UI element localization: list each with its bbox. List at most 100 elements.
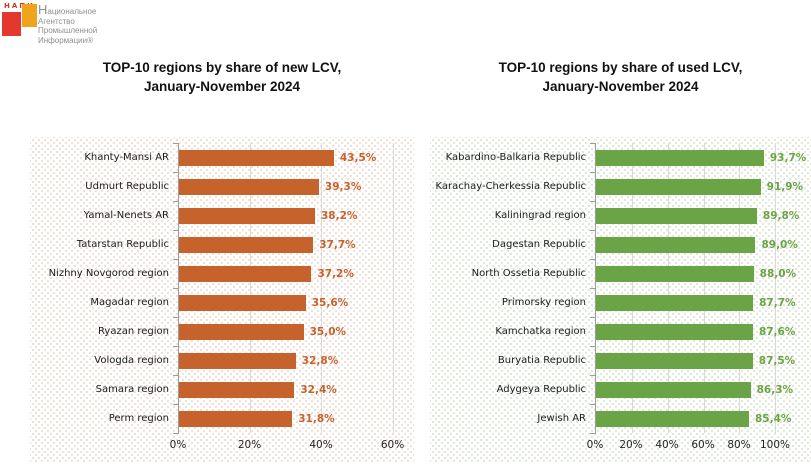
bar [179, 149, 334, 166]
bar-row: 37,2% [179, 259, 414, 288]
bar-value-label: 89,0% [761, 238, 798, 251]
bar [596, 236, 756, 253]
bar [179, 178, 319, 195]
plot-area: 43,5% 39,3% 38,2% 37,7% 37,2% 35,6% 35,0% 32,8%… [173, 143, 414, 434]
gridline [631, 143, 633, 433]
gridline [321, 143, 323, 433]
axis-tick-mark [173, 375, 179, 376]
bar-value-label: 38,2% [321, 209, 358, 222]
bar-row: 87,5% [596, 346, 811, 375]
bar-value-label: 37,2% [317, 267, 354, 280]
axis-tick-mark [590, 375, 596, 376]
category-label: Kamchatka region [495, 326, 586, 337]
bar-value-label: 89,8% [762, 209, 800, 222]
axis-tick-mark [173, 317, 179, 318]
bar-row: 32,8% [179, 346, 414, 375]
bar-row: 85,4% [596, 404, 811, 433]
axis-tick-mark [590, 143, 596, 144]
bar-value-label: 43,5% [339, 151, 377, 164]
bar-value-label: 87,6% [758, 325, 796, 338]
axis-tick-mark [173, 201, 179, 202]
category-label: Magadar region [90, 297, 169, 308]
logo-org-line: Национальное [38, 2, 97, 17]
bar [179, 323, 304, 340]
bar [179, 265, 312, 282]
chart-title-line2: January-November 2024 [143, 79, 301, 94]
bar [596, 207, 757, 224]
bar-value-label: 85,4% [755, 412, 792, 425]
bar-value-label: 35,6% [311, 296, 349, 309]
bar [179, 352, 296, 369]
bar-value-label: 88,0% [759, 267, 797, 280]
category-label: Khanty-Mansi AR [84, 152, 169, 163]
x-tick-label: 40% [655, 439, 679, 451]
bar-row: 88,0% [596, 259, 811, 288]
axis-tick-mark [173, 259, 179, 260]
plot-area: 93,7% 91,9% 89,8% 89,0% 88,0% 87,7% 87,6% 87,5%… [590, 143, 811, 434]
logo-org-line: Агентство [38, 16, 75, 26]
category-label: Primorsky region [501, 297, 586, 308]
bar [596, 294, 754, 311]
category-label: Perm region [108, 413, 169, 424]
axis-tick-mark [590, 172, 596, 173]
chart-used-lcv: TOP-10 regions by share of used LCV, Jan… [430, 58, 811, 464]
x-tick-label: 60% [691, 439, 715, 451]
gridline [775, 143, 777, 433]
axis-tick-mark [590, 288, 596, 289]
category-label: Dagestan Republic [492, 239, 586, 250]
category-labels: Khanty-Mansi AR Udmurt Republic Yamal-Nene… [30, 143, 178, 433]
x-axis: 0% 20% 40% 60% 80% 100% [430, 437, 811, 453]
chart-new-lcv: TOP-10 regions by share of new LCV, Janu… [30, 58, 414, 464]
x-tick-label: 100% [759, 439, 791, 451]
bar-row: 86,3% [596, 375, 811, 404]
category-label: Karachay-Cherkessia Republic [435, 181, 586, 192]
bar-value-label: 32,4% [300, 383, 337, 396]
bar-value-label: 91,9% [766, 180, 804, 193]
x-tick-label: 20% [237, 439, 262, 451]
x-axis: 0% 20% 40% 60% [30, 437, 414, 453]
axis-tick-mark [590, 346, 596, 347]
bar-row: 87,6% [596, 317, 811, 346]
bar-row: 93,7% [596, 143, 811, 172]
x-tick-label: 0% [169, 439, 187, 451]
logo-org-line: Информации® [38, 35, 94, 45]
bar-value-label: 37,7% [319, 238, 356, 251]
axis-tick-mark [173, 404, 179, 405]
bar-value-label: 32,8% [301, 354, 339, 367]
category-labels: Kabardino-Balkaria Republic Karachay-Cher… [430, 143, 595, 433]
napi-logo: НАПИ Национальное Агентство Промышленной… [0, 0, 200, 55]
bar [596, 149, 764, 166]
bar [596, 352, 753, 369]
axis-tick-mark [173, 230, 179, 231]
x-axis-labels: 0% 20% 40% 60% 80% 100% [587, 437, 811, 453]
x-tick-label: 40% [309, 439, 333, 451]
chart-title: TOP-10 regions by share of used LCV, Jan… [430, 58, 811, 96]
category-label: Samara region [95, 384, 169, 395]
bar-value-label: 31,8% [298, 412, 335, 425]
chart-body: Kabardino-Balkaria Republic Karachay-Cher… [430, 143, 811, 434]
gridline [667, 143, 669, 433]
category-label: North Ossetia Republic [471, 268, 586, 279]
bar [179, 410, 293, 427]
bar-row: 35,6% [179, 288, 414, 317]
x-axis-labels: 0% 20% 40% 60% [170, 437, 414, 453]
x-tick-label: 0% [586, 439, 604, 451]
logo-orange-square-icon [22, 4, 37, 27]
bar [596, 381, 751, 398]
category-label: Tatarstan Republic [76, 239, 169, 250]
bar [596, 265, 754, 282]
category-label: Ryazan region [98, 326, 169, 337]
bar-row: 38,2% [179, 201, 414, 230]
axis-tick-mark [590, 433, 596, 434]
bar [596, 410, 749, 427]
bar [179, 381, 295, 398]
bar-value-label: 35,0% [309, 325, 347, 338]
axis-tick-mark [590, 201, 596, 202]
logo-org-name: Национальное Агентство Промышленной Инфо… [38, 2, 97, 45]
chart-title-line1: TOP-10 regions by share of used LCV, [498, 60, 743, 75]
bar-row: 31,8% [179, 404, 414, 433]
bar [179, 294, 306, 311]
bar-row: 43,5% [179, 143, 414, 172]
axis-tick-mark [590, 317, 596, 318]
x-tick-label: 60% [380, 439, 405, 451]
